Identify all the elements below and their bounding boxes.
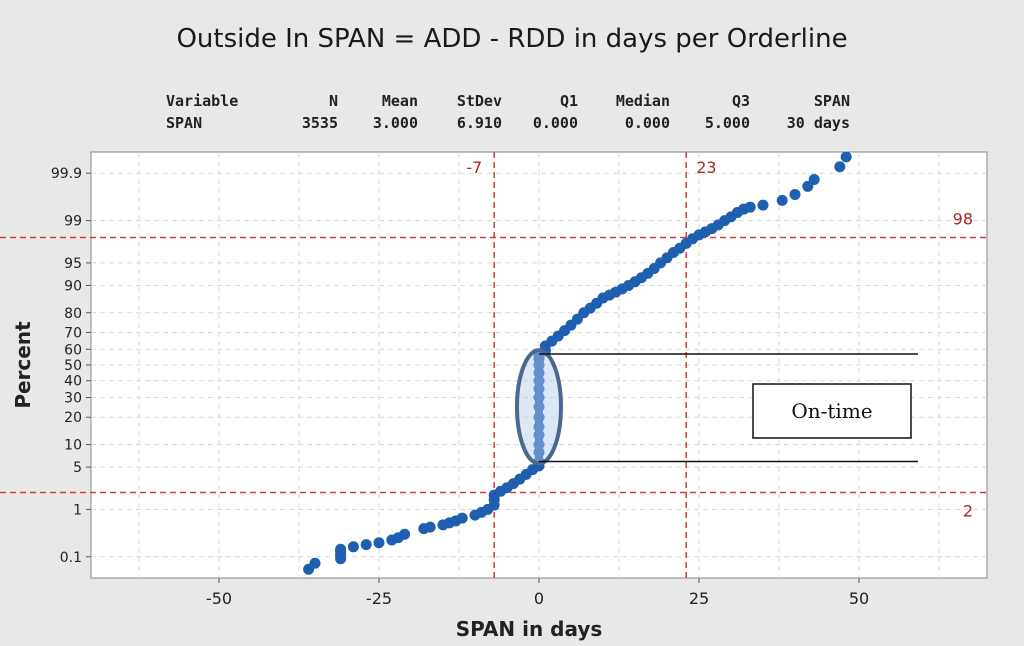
y-tick-label: 99.9	[51, 166, 82, 182]
stats-header-stdev: StDev	[456, 92, 502, 110]
reference-label-vertical: 23	[696, 158, 716, 177]
y-tick-label: 1	[73, 502, 82, 518]
x-tick-label: 50	[849, 589, 869, 608]
stats-table: Variable N Mean StDev Q1 Median Q3 SPAN …	[166, 90, 850, 134]
y-tick-label: 5	[73, 460, 82, 476]
data-column-zero	[535, 354, 543, 465]
chart-title: Outside In SPAN = ADD - RDD in days per …	[176, 24, 848, 54]
stats-header-q3: Q3	[731, 92, 750, 110]
stats-header-n: N	[328, 92, 338, 110]
on-time-ellipse	[515, 348, 563, 466]
y-tick-label: 90	[64, 278, 82, 294]
data-point	[840, 152, 852, 163]
data-point	[834, 161, 846, 173]
data-point	[373, 537, 385, 549]
data-point	[399, 528, 411, 540]
x-tick-label: -25	[366, 589, 392, 608]
data-point	[744, 201, 756, 213]
y-tick-label: 50	[64, 358, 82, 374]
x-tick-label: 25	[689, 589, 709, 608]
x-tick-label: 0	[534, 589, 544, 608]
y-tick-label: 99	[64, 214, 82, 230]
stats-value-median: 0.000	[624, 114, 670, 132]
stats-header-q1: Q1	[559, 92, 578, 110]
stats-value-stdev: 6.910	[456, 114, 502, 132]
stats-value-q1: 0.000	[532, 114, 578, 132]
stats-value-row: SPAN 3535 3.000 6.910 0.000 0.000 5.000 …	[166, 112, 850, 134]
y-tick-label: 70	[64, 325, 82, 341]
data-point	[808, 173, 820, 185]
y-tick-label: 0.1	[60, 550, 82, 566]
data-point	[789, 188, 801, 200]
stats-value-span: 30 days	[786, 114, 850, 132]
data-point	[456, 512, 468, 524]
stats-header-span: SPAN	[813, 92, 850, 110]
reference-label-vertical: -7	[466, 158, 482, 177]
y-tick-label: 80	[64, 306, 82, 322]
y-tick-label: 95	[64, 256, 82, 272]
stats-value-q3: 5.000	[704, 114, 750, 132]
stats-value-mean: 3.000	[372, 114, 418, 132]
reference-label-horizontal: 2	[963, 501, 973, 520]
y-tick-label: 60	[64, 342, 82, 358]
stats-value-variable: SPAN	[166, 114, 203, 132]
y-tick-label: 20	[64, 410, 82, 426]
reference-label-horizontal: 98	[953, 210, 973, 229]
x-tick-label: -50	[206, 589, 232, 608]
data-point	[776, 194, 788, 206]
stats-value-n: 3535	[301, 114, 338, 132]
stats-header-mean: Mean	[381, 92, 418, 110]
data-point	[347, 541, 359, 553]
y-tick-label: 40	[64, 374, 82, 390]
data-point	[309, 557, 321, 569]
stats-header-median: Median	[615, 92, 670, 110]
stats-header-variable: Variable	[166, 92, 239, 110]
data-point	[424, 521, 436, 533]
x-axis-title: SPAN in days	[456, 617, 603, 641]
on-time-label: On-time	[791, 399, 872, 423]
y-axis-title: Percent	[11, 321, 35, 409]
data-point	[360, 539, 372, 551]
data-point	[757, 199, 769, 211]
data-point	[802, 180, 814, 192]
y-tick-label: 10	[64, 438, 82, 454]
data-point	[335, 543, 347, 555]
on-time-box	[752, 383, 912, 439]
y-tick-label: 30	[64, 391, 82, 407]
stats-header-row: Variable N Mean StDev Q1 Median Q3 SPAN	[166, 90, 850, 112]
